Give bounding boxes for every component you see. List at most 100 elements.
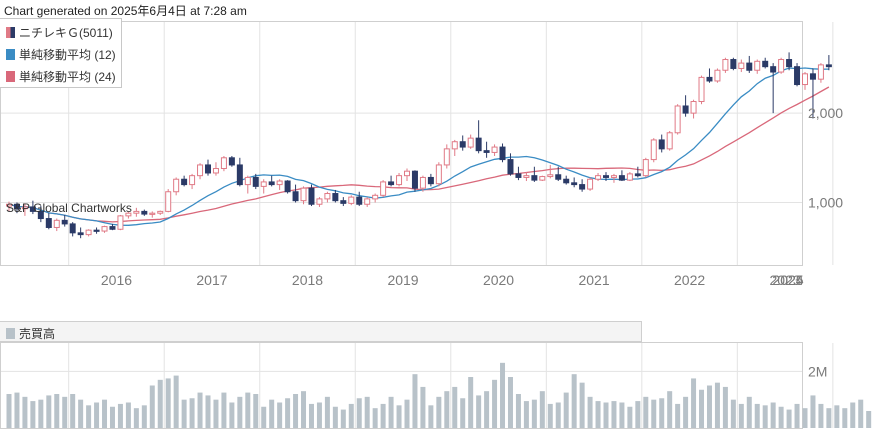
legend: ニチレキＧ(5011) 単純移動平均 (12) 単純移動平均 (24) — [0, 18, 122, 88]
candle — [94, 227, 99, 233]
candle — [635, 167, 640, 178]
volume-swatch-icon — [6, 328, 15, 339]
volume-bar — [341, 410, 346, 428]
candle — [588, 177, 593, 190]
volume-bar — [333, 407, 338, 428]
volume-axis: 2M — [808, 363, 827, 379]
candle — [532, 167, 537, 182]
volume-bar — [787, 410, 792, 428]
volume-bar — [731, 400, 736, 428]
candle — [691, 100, 696, 119]
volume-bar — [126, 403, 131, 429]
volume-bar — [54, 394, 59, 428]
candle — [86, 229, 91, 236]
candle — [397, 173, 402, 186]
candle — [580, 179, 585, 192]
candle — [500, 144, 505, 163]
candle — [763, 58, 768, 69]
legend-label-price: ニチレキＧ(5011) — [19, 24, 113, 41]
volume-bar — [564, 393, 569, 428]
candle — [221, 156, 226, 171]
volume-bar — [166, 378, 171, 428]
volume-bars — [7, 363, 873, 428]
legend-item-sma24: 単純移動平均 (24) — [6, 68, 116, 84]
candle — [269, 176, 274, 187]
volume-bar — [723, 387, 728, 428]
volume-legend-item: 売買高 — [6, 325, 55, 342]
volume-bar — [221, 393, 226, 428]
candle — [651, 138, 656, 162]
candle — [381, 180, 386, 197]
volume-bar — [611, 401, 616, 428]
volume-bar — [118, 404, 123, 428]
candle — [118, 215, 123, 230]
candle — [818, 63, 823, 83]
volume-bar — [428, 405, 433, 428]
candle — [572, 177, 577, 187]
candle — [405, 169, 410, 182]
volume-bar — [810, 395, 815, 428]
x-tick-label: 2019 — [387, 272, 418, 288]
candle — [78, 227, 83, 238]
volume-bar — [78, 400, 83, 428]
watermark: S&P Global Chartworks — [6, 201, 132, 215]
candle — [46, 213, 51, 229]
volume-bar — [604, 403, 609, 429]
candle — [237, 158, 242, 187]
volume-bar — [14, 393, 19, 428]
volume-bar — [691, 378, 696, 428]
candle — [803, 72, 808, 90]
candle — [516, 167, 521, 180]
candle — [54, 219, 59, 232]
volume-bar — [707, 386, 712, 429]
volume-bar — [460, 398, 465, 428]
candle — [166, 189, 171, 212]
volume-bar — [508, 377, 513, 428]
candle — [198, 163, 203, 179]
y-tick-label: 1,000 — [808, 194, 843, 210]
sma12-line — [9, 68, 829, 225]
volume-bar — [619, 403, 624, 429]
candle — [134, 208, 139, 217]
candle — [436, 162, 441, 186]
volume-bar — [548, 404, 553, 428]
x-tick-label: 2022 — [674, 272, 705, 288]
volume-bar — [213, 400, 218, 428]
candle — [182, 176, 187, 187]
candle — [293, 185, 298, 203]
candle — [476, 120, 481, 153]
x-tick-label: 2018 — [292, 272, 323, 288]
volume-bar — [524, 401, 529, 428]
volume-bar — [452, 387, 457, 428]
candle — [643, 158, 648, 178]
volume-bar — [229, 403, 234, 429]
candle — [627, 172, 632, 181]
sma24-line — [9, 87, 829, 222]
candle — [317, 197, 322, 207]
candle — [795, 63, 800, 86]
volume-bar — [70, 394, 75, 428]
volume-bar — [842, 408, 847, 428]
volume-bar — [22, 397, 27, 428]
candle — [261, 179, 266, 193]
volume-bar — [580, 383, 585, 428]
volume-bar — [588, 397, 593, 428]
x-tick-label: 2016 — [101, 272, 132, 288]
volume-bar — [500, 363, 505, 428]
candle — [675, 104, 680, 134]
candle — [70, 222, 75, 236]
candle — [206, 160, 211, 176]
x-tick-label: 2017 — [196, 272, 227, 288]
candle — [723, 58, 728, 73]
candle — [365, 197, 370, 207]
candle — [826, 55, 831, 70]
candle — [373, 194, 378, 203]
candle — [102, 226, 107, 233]
volume-bar — [651, 400, 656, 428]
volume-bar — [779, 407, 784, 428]
candle — [357, 192, 362, 206]
volume-bar — [7, 394, 12, 428]
sma24-swatch-icon — [6, 71, 15, 82]
